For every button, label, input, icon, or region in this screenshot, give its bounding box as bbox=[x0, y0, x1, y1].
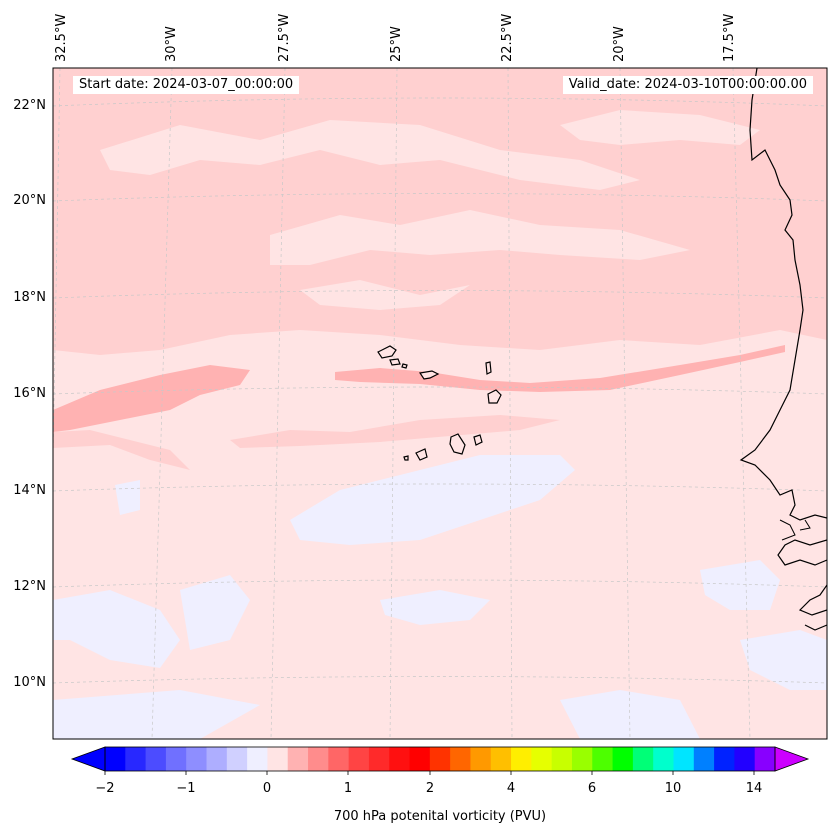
colorbar-segment bbox=[125, 747, 147, 771]
colorbar-tick: 14 bbox=[745, 781, 763, 796]
colorbar-tick: 6 bbox=[587, 781, 597, 796]
colorbar-segment bbox=[165, 747, 187, 771]
colorbar-segment bbox=[409, 747, 431, 771]
africa-coastline-south bbox=[777, 539, 827, 631]
colorbar-segment bbox=[429, 747, 451, 771]
lat-label-14n: 14°N bbox=[13, 483, 46, 498]
colorbar-segment bbox=[348, 747, 370, 771]
pv-field-north-band bbox=[53, 68, 827, 355]
colorbar-segment bbox=[470, 747, 492, 771]
pv-field-light-streak-1 bbox=[100, 120, 640, 190]
colorbar-segment bbox=[328, 747, 350, 771]
colorbar-tick: 10 bbox=[664, 781, 682, 796]
colorbar-segment bbox=[571, 747, 593, 771]
pv-field-neg-patch-2 bbox=[53, 590, 180, 668]
map-frame bbox=[52, 67, 828, 740]
pv-field-neg-patch-7 bbox=[53, 690, 260, 739]
colorbar-segment bbox=[653, 747, 675, 771]
colorbar-title: 700 hPa potenital vorticity (PVU) bbox=[333, 809, 547, 824]
africa-coastline bbox=[739, 68, 827, 521]
pv-field-band-halo-2 bbox=[230, 415, 560, 448]
colorbar-segment bbox=[450, 747, 472, 771]
pv-field-light-streak-4 bbox=[300, 280, 470, 310]
pv-field-light-streak-2 bbox=[270, 210, 690, 265]
colorbar-segment bbox=[531, 747, 553, 771]
cape-verde-islands bbox=[377, 345, 502, 461]
colorbar-segment bbox=[105, 747, 126, 771]
colorbar-segment bbox=[754, 747, 776, 771]
pv-field-dark-band-east bbox=[335, 345, 785, 392]
colorbar-segment bbox=[186, 747, 208, 771]
lon-label-22-5w: 22.5°W bbox=[500, 13, 515, 62]
lat-label-16n: 16°N bbox=[13, 386, 46, 401]
colorbar-segment bbox=[673, 747, 695, 771]
lon-label-32-5w: 32.5°W bbox=[54, 13, 69, 62]
colorbar-segment bbox=[490, 747, 512, 771]
colorbar-extend-low bbox=[70, 746, 106, 772]
colorbar-segment bbox=[287, 747, 309, 771]
colorbar-segment bbox=[308, 747, 329, 771]
start-date-label: Start date: 2024-03-07_00:00:00 bbox=[73, 76, 300, 94]
colorbar-tick: 1 bbox=[343, 781, 353, 796]
pv-field-neg-patch-5 bbox=[700, 560, 780, 610]
colorbar-segment bbox=[632, 747, 654, 771]
colorbar-segment bbox=[389, 747, 411, 771]
gridlines bbox=[53, 68, 827, 739]
lon-label-25w: 25°W bbox=[389, 26, 404, 62]
colorbar-segment bbox=[734, 747, 756, 771]
colorbar-segment bbox=[714, 747, 735, 771]
pv-field-light-streak-3 bbox=[560, 110, 760, 145]
lat-label-22n: 22°N bbox=[13, 98, 46, 113]
lat-label-12n: 12°N bbox=[13, 579, 46, 594]
lat-label-20n: 20°N bbox=[13, 193, 46, 208]
lat-label-10n: 10°N bbox=[13, 675, 46, 690]
colorbar-tick: −1 bbox=[176, 781, 196, 796]
pv-field-neg-patch-3 bbox=[180, 575, 250, 650]
pv-field-dark-band bbox=[53, 365, 250, 432]
colorbar-frame bbox=[104, 746, 776, 772]
pv-field-neg-patch-1 bbox=[290, 455, 575, 545]
colorbar-segment bbox=[592, 747, 614, 771]
colorbar-tick: 0 bbox=[262, 781, 272, 796]
colorbar-segment bbox=[247, 747, 269, 771]
pv-field-neg-patch-4 bbox=[380, 590, 490, 625]
colorbar-tick: 2 bbox=[425, 781, 435, 796]
colorbar-segment bbox=[226, 747, 248, 771]
colorbar-tick: 4 bbox=[506, 781, 516, 796]
colorbar-segment bbox=[267, 747, 289, 771]
colorbar bbox=[70, 746, 810, 775]
colorbar-segment bbox=[145, 747, 167, 771]
colorbar-segment bbox=[206, 747, 228, 771]
colorbar-segment bbox=[551, 747, 573, 771]
colorbar-tick: −2 bbox=[95, 781, 115, 796]
senegal-coast-detail bbox=[779, 519, 811, 541]
pv-field-band-halo bbox=[53, 430, 190, 470]
colorbar-extend-high bbox=[774, 746, 810, 772]
colorbar-segment bbox=[612, 747, 634, 771]
pv-field-neg-patch-6 bbox=[740, 630, 827, 690]
lon-label-17-5w: 17.5°W bbox=[722, 13, 737, 62]
lat-label-18n: 18°N bbox=[13, 290, 46, 305]
lon-label-20w: 20°W bbox=[612, 26, 627, 62]
valid-date-label: Valid_date: 2024-03-10T00:00:00.00 bbox=[562, 76, 813, 94]
colorbar-segment bbox=[693, 747, 715, 771]
lon-label-30w: 30°W bbox=[164, 26, 179, 62]
lon-label-27-5w: 27.5°W bbox=[277, 13, 292, 62]
colorbar-segment bbox=[511, 747, 532, 771]
pv-field-neg-patch-8 bbox=[560, 690, 700, 739]
colorbar-segment bbox=[368, 747, 390, 771]
